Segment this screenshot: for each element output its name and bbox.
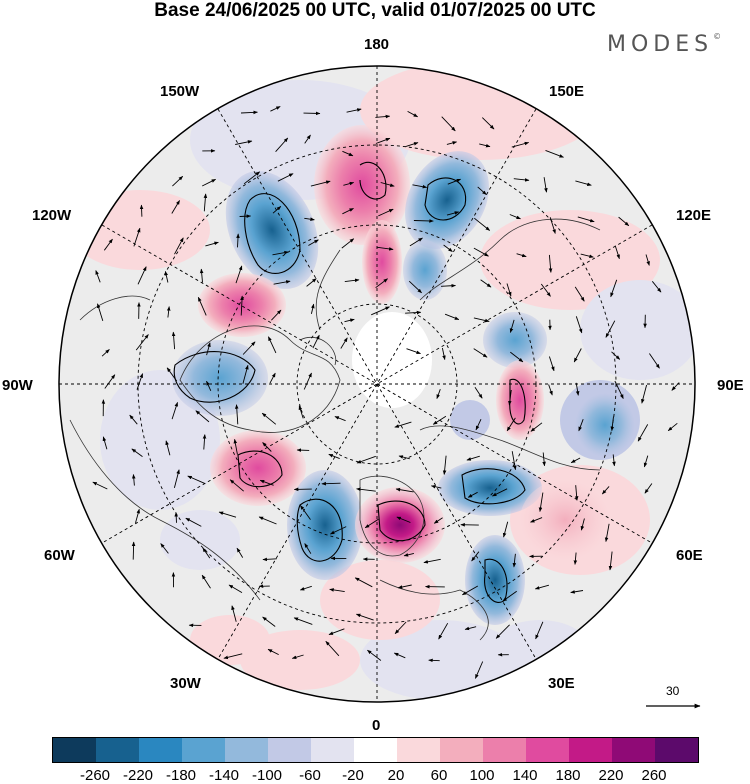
colorbar-tick-label: 20	[388, 767, 405, 784]
colorbar-swatch	[655, 738, 698, 762]
lon-label-60w: 60W	[44, 547, 75, 564]
colorbar-tick-label: -180	[166, 767, 196, 784]
lon-label-180: 180	[364, 36, 389, 53]
lon-label-30w: 30W	[170, 675, 201, 692]
lon-label-60e: 60E	[676, 547, 703, 564]
wind-vector	[429, 660, 440, 661]
lon-label-120e: 120E	[676, 207, 711, 224]
colorbar-swatches	[52, 737, 699, 763]
colorbar-tick-label: -220	[123, 767, 153, 784]
colorbar-swatch	[397, 738, 440, 762]
lon-label-30e: 30E	[548, 675, 575, 692]
colorbar-swatch	[526, 738, 569, 762]
reference-vector-label: 30	[666, 684, 679, 698]
colorbar-tick-label: 220	[598, 767, 623, 784]
colorbar-swatch	[139, 738, 182, 762]
colorbar-tick-label: -140	[209, 767, 239, 784]
wind-vector	[133, 542, 134, 560]
colorbar-ticks: -260 -220 -180 -140 -100 -60 -20 20 60 100 140 180 2…	[52, 767, 702, 783]
colorbar-swatch	[483, 738, 526, 762]
colorbar-swatch	[96, 738, 139, 762]
colorbar-tick-label: -60	[299, 767, 321, 784]
colorbar-tick-label: -260	[80, 767, 110, 784]
lon-label-90e: 90E	[717, 377, 744, 394]
colorbar-tick-label: -20	[342, 767, 364, 784]
colorbar-tick-label: 260	[641, 767, 666, 784]
wind-vector	[141, 205, 142, 217]
colorbar-swatch	[569, 738, 612, 762]
colorbar-tick-label: -100	[252, 767, 282, 784]
colorbar-tick-label: 60	[431, 767, 448, 784]
wind-vector	[240, 216, 251, 217]
colorbar-swatch	[268, 738, 311, 762]
lon-label-0: 0	[372, 717, 380, 734]
colorbar-swatch	[311, 738, 354, 762]
lon-label-150e: 150E	[549, 83, 584, 100]
wind-vector	[414, 221, 433, 222]
colorbar-swatch	[612, 738, 655, 762]
colorbar-tick-label: 100	[469, 767, 494, 784]
colorbar-tick-label: 180	[555, 767, 580, 784]
lon-label-120w: 120W	[32, 207, 71, 224]
lon-label-90w: 90W	[2, 377, 33, 394]
colorbar-swatch	[354, 738, 397, 762]
wind-vector	[322, 483, 341, 484]
colorbar-swatch	[182, 738, 225, 762]
colorbar-swatch	[440, 738, 483, 762]
colorbar-tick-label: 140	[512, 767, 537, 784]
colorbar-swatch	[53, 738, 96, 762]
colorbar-swatch	[225, 738, 268, 762]
lon-label-150w: 150W	[160, 83, 199, 100]
